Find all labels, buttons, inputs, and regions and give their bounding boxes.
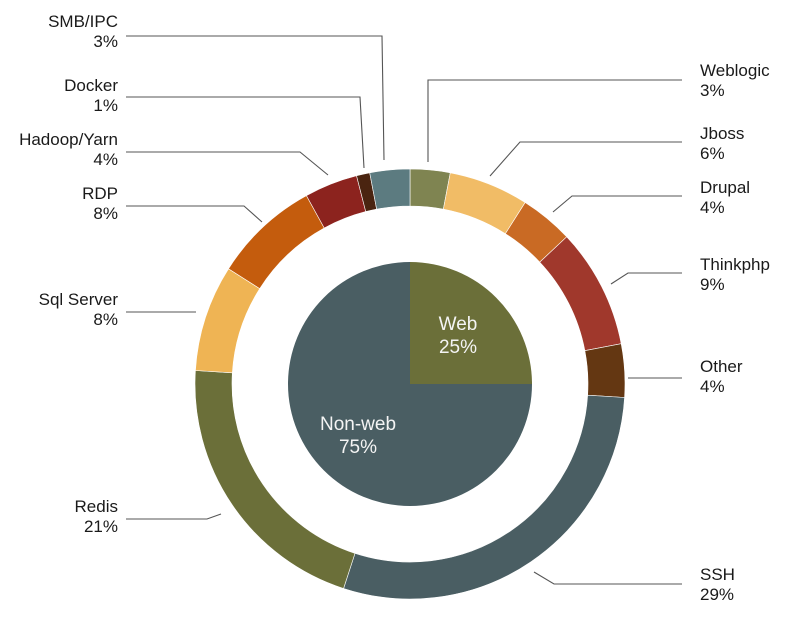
ring-slice-sql-server	[195, 268, 261, 374]
leader-ssh	[533, 571, 682, 585]
pie-label-web: Web	[439, 314, 478, 335]
pie-slice-web	[410, 262, 532, 384]
label-other: Other	[700, 357, 743, 376]
leader-rdp	[126, 205, 263, 223]
pie-value-web: 25%	[439, 337, 477, 358]
value-jboss: 6%	[700, 144, 725, 163]
value-rdp: 8%	[93, 204, 118, 223]
inner-pie	[288, 262, 532, 506]
value-other: 4%	[700, 377, 725, 396]
label-redis: Redis	[75, 497, 118, 516]
ring-slice-rdp	[228, 195, 325, 290]
leader-drupal	[552, 195, 682, 213]
label-sql-server: Sql Server	[39, 290, 119, 309]
pie-label-non-web: Non-web	[320, 414, 396, 435]
leader-weblogic	[427, 79, 682, 162]
leader-thinkphp	[610, 272, 682, 285]
leader-jboss	[489, 141, 682, 177]
label-drupal: Drupal	[700, 178, 750, 197]
label-ssh: SSH	[700, 565, 735, 584]
pie-slice-non-web	[288, 262, 532, 506]
ring-slice-other	[584, 343, 626, 398]
label-jboss: Jboss	[700, 124, 744, 143]
leader-docker	[126, 96, 365, 169]
outer-ring	[194, 168, 626, 600]
value-hadoop-yarn: 4%	[93, 150, 118, 169]
leader-hadoop-yarn	[126, 151, 329, 176]
value-redis: 21%	[84, 517, 118, 536]
leader-lines	[126, 35, 682, 585]
value-docker: 1%	[93, 96, 118, 115]
leader-redis	[126, 513, 222, 520]
label-rdp: RDP	[82, 184, 118, 203]
label-thinkphp: Thinkphp	[700, 255, 770, 274]
ring-slice-thinkphp	[539, 236, 622, 351]
label-docker: Docker	[64, 76, 118, 95]
value-ssh: 29%	[700, 585, 734, 604]
label-hadoop-yarn: Hadoop/Yarn	[19, 130, 118, 149]
leader-smb-ipc	[126, 35, 385, 161]
label-weblogic: Weblogic	[700, 61, 770, 80]
value-sql-server: 8%	[93, 310, 118, 329]
value-drupal: 4%	[700, 198, 725, 217]
slice-labels: Weblogic3%Jboss6%Drupal4%Thinkphp9%Other…	[19, 12, 770, 604]
value-smb-ipc: 3%	[93, 32, 118, 51]
ring-slice-smb-ipc	[369, 168, 411, 210]
value-weblogic: 3%	[700, 81, 725, 100]
value-thinkphp: 9%	[700, 275, 725, 294]
pie-value-non-web: 75%	[339, 437, 377, 458]
label-smb-ipc: SMB/IPC	[48, 12, 118, 31]
